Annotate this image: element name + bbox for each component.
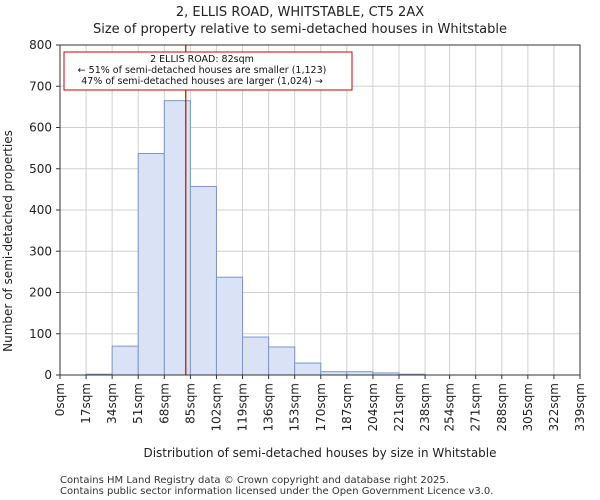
y-tick-label: 100 bbox=[29, 327, 52, 341]
x-tick-label: 187sqm bbox=[340, 383, 354, 431]
chart-title: 2, ELLIS ROAD, WHITSTABLE, CT5 2AX bbox=[175, 5, 425, 20]
y-tick-label: 300 bbox=[29, 244, 52, 258]
histogram-bar bbox=[268, 346, 296, 376]
x-tick-label: 102sqm bbox=[209, 383, 223, 431]
histogram-bar bbox=[111, 345, 139, 376]
x-tick-label: 51sqm bbox=[131, 383, 145, 424]
annotation-frame bbox=[63, 51, 353, 91]
histogram-bar bbox=[189, 185, 217, 376]
annotation-line: 2 ELLIS ROAD: 82sqm bbox=[150, 54, 254, 65]
histogram-bar bbox=[294, 362, 322, 376]
footer-line-1: Contains HM Land Registry data © Crown c… bbox=[60, 475, 449, 486]
x-tick-label: 17sqm bbox=[79, 383, 93, 424]
y-tick-label: 500 bbox=[29, 162, 52, 176]
y-tick-label: 600 bbox=[29, 121, 52, 135]
x-tick-label: 254sqm bbox=[443, 383, 457, 431]
histogram-bar bbox=[242, 336, 270, 376]
x-tick-label: 305sqm bbox=[521, 383, 535, 431]
y-axis-label: Number of semi-detached properties bbox=[1, 130, 15, 352]
x-tick-label: 85sqm bbox=[183, 383, 197, 424]
annotation-line: ← 51% of semi-detached houses are smalle… bbox=[78, 65, 327, 76]
x-tick-label: 288sqm bbox=[495, 383, 509, 431]
x-tick-label: 34sqm bbox=[105, 383, 119, 424]
x-axis-label: Distribution of semi-detached houses by … bbox=[143, 446, 496, 460]
x-tick-label: 68sqm bbox=[157, 383, 171, 424]
y-tick-label: 700 bbox=[29, 79, 52, 93]
x-tick-label: 204sqm bbox=[366, 383, 380, 431]
histogram-bar bbox=[137, 152, 165, 376]
footer-line-2: Contains public sector information licen… bbox=[60, 486, 494, 497]
x-tick-label: 153sqm bbox=[288, 383, 302, 431]
x-tick-label: 170sqm bbox=[314, 383, 328, 431]
y-tick-label: 0 bbox=[44, 368, 52, 382]
x-tick-label: 238sqm bbox=[418, 383, 432, 431]
chart-subtitle: Size of property relative to semi-detach… bbox=[92, 22, 508, 37]
x-tick-label: 119sqm bbox=[236, 383, 250, 431]
y-tick-labels: 0 100 200 300 400 500 600 700 800 bbox=[29, 38, 60, 382]
annotation-line: 47% of semi-detached houses are larger (… bbox=[81, 76, 323, 87]
histogram-bar bbox=[215, 276, 244, 376]
x-tick-label: 221sqm bbox=[392, 383, 406, 431]
y-tick-label: 800 bbox=[29, 38, 52, 52]
x-tick-label: 271sqm bbox=[469, 383, 483, 431]
x-tick-labels: 0sqm 17sqm 34sqm 51sqm 68sqm 85sqm 102sqm 119sq… bbox=[53, 375, 587, 431]
x-tick-label: 339sqm bbox=[573, 383, 587, 431]
y-tick-label: 200 bbox=[29, 286, 52, 300]
x-tick-label: 0sqm bbox=[53, 383, 67, 416]
x-tick-label: 322sqm bbox=[547, 383, 561, 431]
y-tick-label: 400 bbox=[29, 203, 52, 217]
annotation-box: 2 ELLIS ROAD: 82sqm← 51% of semi-detache… bbox=[63, 51, 353, 91]
x-tick-label: 136sqm bbox=[262, 383, 276, 431]
histogram-bar bbox=[163, 100, 191, 376]
